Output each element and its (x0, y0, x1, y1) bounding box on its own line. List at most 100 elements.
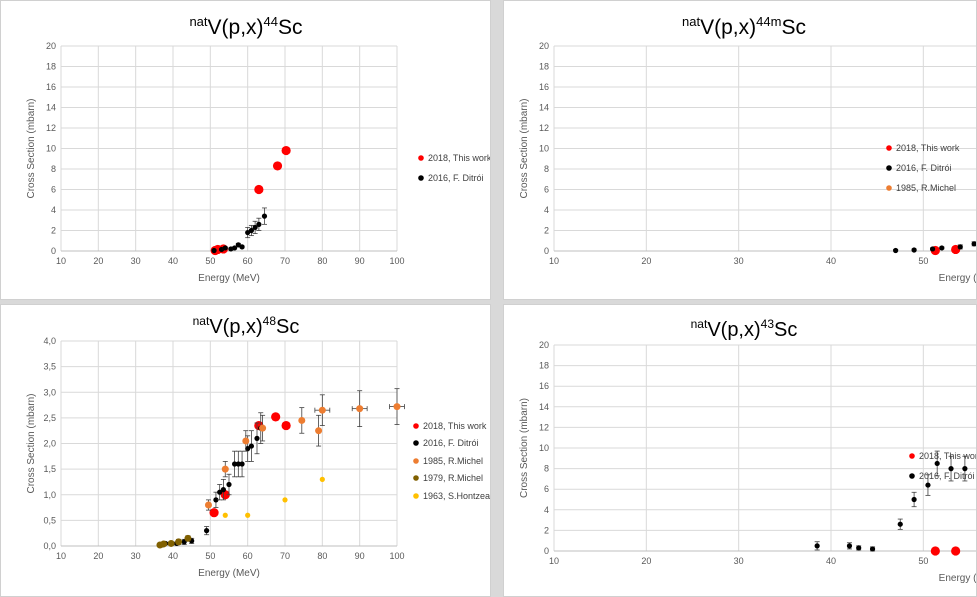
data-point (222, 512, 228, 518)
y-tick-label: 12 (539, 123, 549, 133)
data-point (281, 420, 291, 431)
chart-panel-43sc: natV(p,x)43Sc102030405060708090100024681… (503, 304, 977, 597)
data-point (957, 244, 963, 250)
title-reaction: V(p,x) (208, 16, 264, 39)
y-tick-label: 1,0 (43, 490, 56, 500)
x-tick-label: 40 (168, 256, 178, 266)
y-tick-label: 4,0 (43, 336, 56, 346)
data-point (175, 538, 183, 546)
x-tick-label: 70 (280, 551, 290, 561)
title-element: Sc (276, 316, 299, 338)
y-tick-label: 20 (539, 41, 549, 51)
x-tick-label: 20 (93, 551, 103, 561)
chart-44sc: natV(p,x)44Sc 10 20 30 40 50 60 70 80 90 100 0 2 4 6 8 1… (26, 14, 491, 284)
data-point (248, 227, 254, 234)
y-tick-label: 16 (539, 381, 549, 391)
x-tick-label: 50 (205, 256, 215, 266)
legend-marker (413, 458, 419, 464)
y-tick-label: 16 (539, 82, 549, 92)
legend-label: 2018, This work (428, 153, 491, 163)
x-tick-label: 20 (641, 256, 651, 266)
data-point (939, 245, 945, 251)
legend-label: 1979, R.Michel (423, 473, 483, 483)
title-prefix: nat (682, 14, 700, 29)
y-tick-label: 3,0 (43, 387, 56, 397)
data-point (261, 213, 268, 219)
chart-48sc: natV(p,x)48Sc 10 20 30 40 50 60 70 80 90 100 0,0 0,5… (26, 314, 490, 579)
data-point (962, 466, 968, 472)
x-tick-label: 30 (131, 551, 141, 561)
y-tick-label: 8 (51, 164, 56, 174)
chart-panel-44msc: natV(p,x)44mSc10203040506070809010002468… (503, 0, 977, 300)
x-tick-label: 50 (918, 256, 928, 266)
data-point (220, 487, 226, 493)
x-tick-label: 100 (389, 256, 404, 266)
x-tick-label: 80 (317, 551, 327, 561)
y-tick-label: 10 (539, 144, 549, 154)
data-point (893, 247, 899, 254)
title-isotope-mass: 44m (756, 14, 781, 29)
data-point (254, 184, 264, 195)
legend-marker (413, 423, 419, 429)
x-tick-label: 10 (56, 551, 66, 561)
x-axis-label: Energy (MeV) (939, 573, 977, 584)
legend-marker (909, 453, 915, 459)
chart-44msc: natV(p,x)44mSc10203040506070809010002468… (519, 14, 976, 284)
legend-label: 2018, This work (896, 143, 960, 153)
title-isotope-mass: 43 (761, 317, 775, 331)
title-element: Sc (278, 16, 303, 39)
y-axis-label: Cross Section (mbarn) (519, 398, 530, 498)
data-point (239, 461, 245, 467)
data-point (318, 406, 326, 414)
title-prefix: nat (193, 314, 210, 328)
chart-title: natV(p,x)48Sc (193, 314, 300, 338)
chart-title: natV(p,x)44mSc (682, 14, 806, 39)
legend-marker (418, 155, 424, 161)
data-point (259, 424, 267, 432)
y-tick-label: 1,5 (43, 464, 56, 474)
data-point (217, 489, 223, 495)
title-element: Sc (774, 319, 797, 341)
y-tick-label: 0,5 (43, 515, 56, 525)
data-point (393, 403, 401, 411)
data-point (232, 461, 238, 467)
y-tick-label: 14 (539, 103, 549, 113)
y-tick-label: 2 (544, 226, 549, 236)
x-tick-label: 20 (641, 556, 651, 566)
x-tick-label: 30 (734, 556, 744, 566)
data-point (184, 534, 192, 542)
y-tick-label: 20 (46, 41, 56, 51)
y-tick-label: 4 (544, 505, 549, 515)
y-tick-label: 6 (544, 185, 549, 195)
data-point (221, 465, 229, 473)
y-tick-label: 2 (544, 525, 549, 535)
y-tick-label: 4 (544, 205, 549, 215)
x-tick-label: 10 (56, 256, 66, 266)
data-point (245, 446, 251, 452)
y-tick-label: 2 (51, 226, 56, 236)
y-tick-label: 12 (539, 422, 549, 432)
data-point (213, 497, 219, 503)
data-point (911, 247, 917, 253)
x-tick-label: 60 (243, 551, 253, 561)
x-tick-label: 40 (826, 556, 836, 566)
data-point (971, 241, 976, 247)
y-tick-label: 0 (544, 546, 549, 556)
data-point (167, 539, 175, 547)
data-point (356, 405, 364, 413)
y-tick-label: 3,5 (43, 362, 56, 372)
data-point (209, 508, 219, 518)
title-reaction: V(p,x) (707, 319, 760, 341)
data-point (281, 145, 291, 156)
x-tick-label: 40 (168, 551, 178, 561)
legend-marker (909, 473, 915, 479)
x-tick-label: 90 (355, 256, 365, 266)
y-tick-label: 0,0 (43, 541, 56, 551)
x-axis-label: Energy (MeV) (198, 273, 260, 284)
y-tick-label: 16 (46, 82, 56, 92)
title-prefix: nat (189, 14, 207, 29)
x-tick-label: 50 (205, 551, 215, 561)
title-reaction: V(p,x) (209, 316, 262, 338)
legend-label: 2016, F. Ditrói (896, 163, 952, 173)
x-tick-label: 30 (131, 256, 141, 266)
